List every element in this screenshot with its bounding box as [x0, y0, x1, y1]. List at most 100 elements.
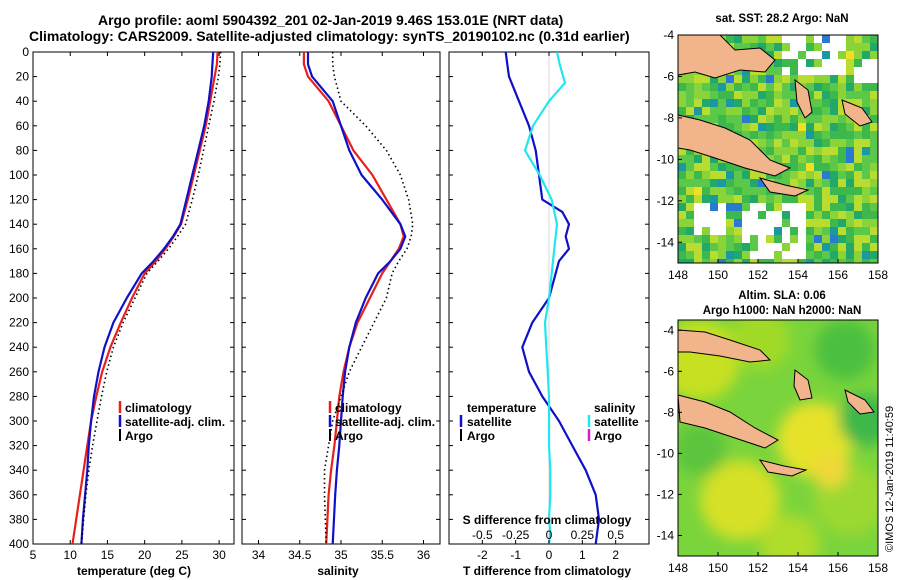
sst-pixel: [702, 243, 710, 251]
sst-pixel: [766, 251, 774, 259]
sst-pixel: [846, 195, 854, 203]
sst-pixel: [854, 195, 862, 203]
sst-pixel: [742, 83, 750, 91]
sst-pixel: [702, 171, 710, 179]
depth-tick-label: 180: [9, 266, 29, 280]
sla-map-title-line-2: Argo h1000: NaN h2000: NaN: [702, 305, 862, 317]
sst-pixel: [814, 67, 822, 75]
sst-pixel: [726, 235, 734, 243]
land-polygon: [678, 114, 792, 177]
sst-pixel: [838, 75, 846, 83]
sst-pixel: [870, 43, 878, 51]
legend-label-argo: Argo: [335, 429, 363, 443]
sst-pixel: [718, 227, 726, 235]
sst-pixel: [774, 259, 782, 263]
sst-pixel: [838, 139, 846, 147]
depth-tick-label: 80: [16, 143, 30, 157]
sst-pixel: [694, 179, 702, 187]
sst-pixel: [734, 35, 742, 43]
sst-pixel: [790, 35, 798, 43]
sst-pixel: [830, 203, 838, 211]
sst-pixel: [702, 235, 710, 243]
sst-pixel: [806, 163, 814, 171]
sst-pixel: [862, 131, 870, 139]
sst-pixel: [726, 123, 734, 131]
sst-pixel: [790, 163, 798, 171]
sst-pixel: [718, 195, 726, 203]
sst-pixel: [694, 219, 702, 227]
sst-pixel: [734, 107, 742, 115]
sst-pixel: [870, 147, 878, 155]
sst-pixel: [702, 211, 710, 219]
map-y-tick-label: -12: [657, 487, 675, 501]
x-tick-label: -1: [510, 548, 521, 562]
sst-pixel: [742, 67, 750, 75]
sst-pixel: [710, 243, 718, 251]
sst-pixel: [846, 83, 854, 91]
sst-pixel: [694, 203, 702, 211]
depth-tick-label: 140: [9, 217, 29, 231]
sst-pixel: [782, 235, 790, 243]
sst-pixel: [742, 243, 750, 251]
sst-pixel: [758, 195, 766, 203]
sst-pixel: [846, 115, 854, 123]
sst-pixel: [742, 91, 750, 99]
sst-pixel: [774, 75, 782, 83]
sst-pixel: [822, 99, 830, 107]
sst-pixel: [870, 139, 878, 147]
map-x-tick-label: 158: [868, 268, 888, 282]
s-tick-label: -0.25: [502, 528, 530, 542]
sst-pixel: [798, 35, 806, 43]
sst-pixel: [798, 131, 806, 139]
sst-pixel: [862, 179, 870, 187]
sst-pixel: [758, 259, 766, 263]
sst-pixel: [822, 243, 830, 251]
sst-pixel: [806, 211, 814, 219]
sst-pixel: [790, 99, 798, 107]
sst-pixel: [750, 211, 758, 219]
sst-pixel: [726, 219, 734, 227]
sst-pixel: [718, 91, 726, 99]
sst-pixel: [830, 99, 838, 107]
sla-anomaly-blob: [812, 452, 848, 488]
sst-pixel: [742, 131, 750, 139]
sst-pixel: [710, 235, 718, 243]
sst-pixel: [838, 43, 846, 51]
sst-pixel: [870, 251, 878, 259]
sst-pixel: [774, 251, 782, 259]
sst-pixel: [694, 259, 702, 263]
temperature-x-label: temperature (deg C): [77, 564, 191, 578]
sst-pixel: [774, 51, 782, 59]
sst-pixel: [798, 147, 806, 155]
sst-pixel: [830, 83, 838, 91]
sst-pixel: [782, 59, 790, 67]
sst-pixel: [686, 155, 694, 163]
sst-pixel: [822, 195, 830, 203]
sst-pixel: [822, 131, 830, 139]
sst-pixel: [782, 243, 790, 251]
difference-plot-area: [504, 52, 601, 544]
sst-pixel: [678, 219, 686, 227]
sst-pixel: [870, 235, 878, 243]
sst-pixel: [798, 139, 806, 147]
sst-pixel: [766, 115, 774, 123]
sst-pixel: [798, 163, 806, 171]
sst-pixel: [774, 219, 782, 227]
sst-pixel: [686, 83, 694, 91]
sst-pixel: [838, 219, 846, 227]
sst-pixel: [862, 35, 870, 43]
sst-pixel: [822, 59, 830, 67]
sst-pixel: [758, 211, 766, 219]
sst-pixel: [854, 83, 862, 91]
sst-pixel: [750, 99, 758, 107]
sst-pixel: [822, 107, 830, 115]
sst-pixel: [678, 75, 686, 83]
sst-pixel: [742, 99, 750, 107]
sst-map-frame: [677, 34, 879, 264]
sst-pixel: [678, 203, 686, 211]
sst-pixel: [798, 43, 806, 51]
sst-pixel: [686, 251, 694, 259]
sst-pixel: [798, 155, 806, 163]
map-y-tick-label: -12: [657, 194, 675, 208]
sst-pixel: [774, 83, 782, 91]
